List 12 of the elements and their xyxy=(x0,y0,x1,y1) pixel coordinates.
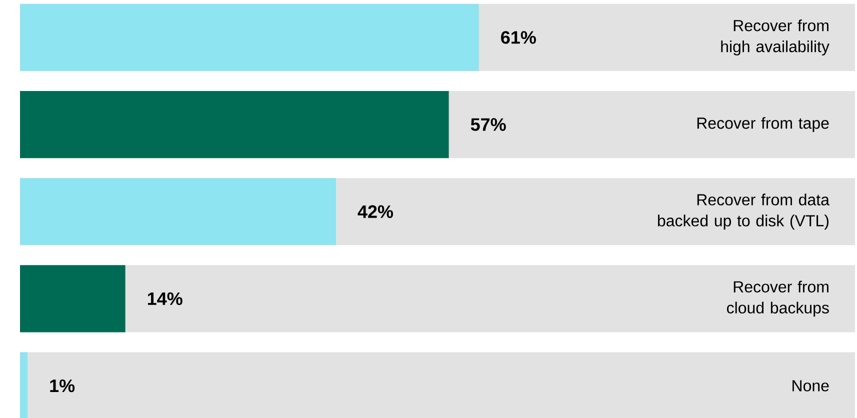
bar xyxy=(20,352,28,418)
data-label: 14% xyxy=(148,292,182,306)
y-tick-label: Recover from tape xyxy=(697,117,829,132)
data-label: 1% xyxy=(50,379,75,392)
y-tick-label: Recover from high availability xyxy=(721,20,830,56)
data-label: 61% xyxy=(501,31,536,44)
y-tick-label: Recover from data backed up to disk (VTL) xyxy=(658,194,830,230)
data-label: 42% xyxy=(358,205,394,218)
y-tick-label: Recover from cloud backups xyxy=(727,280,829,317)
bar xyxy=(20,265,126,332)
data-label: 57% xyxy=(470,118,506,131)
y-tick-label: None xyxy=(792,380,829,392)
